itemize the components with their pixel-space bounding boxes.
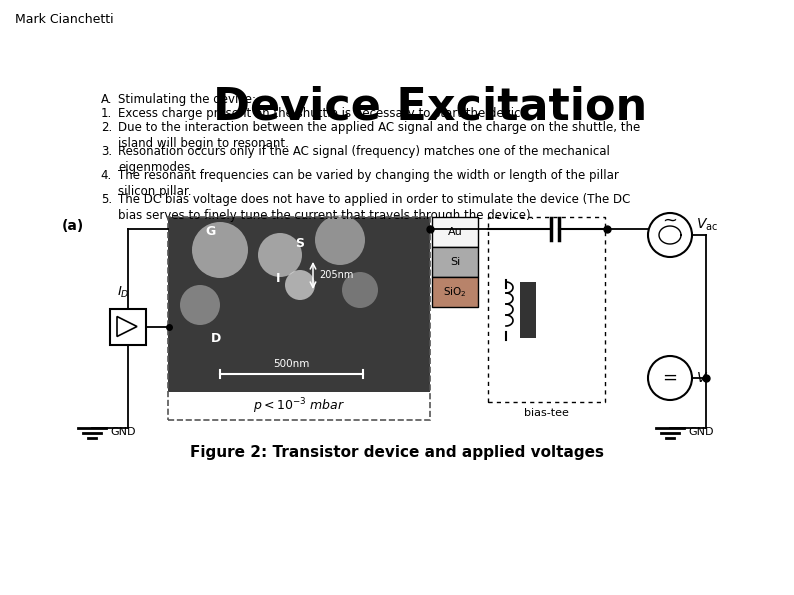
Bar [110, 308, 146, 345]
Text: S: S [295, 237, 305, 250]
Bar [520, 281, 536, 337]
Text: 205nm: 205nm [319, 271, 353, 280]
Text: $I_D$: $I_D$ [117, 286, 129, 300]
Text: ~: ~ [662, 212, 677, 230]
Circle shape [315, 215, 365, 265]
Text: $V$: $V$ [696, 371, 708, 385]
Text: $V_{\mathrm{ac}}$: $V_{\mathrm{ac}}$ [696, 217, 718, 233]
Text: G: G [205, 225, 215, 238]
Text: D: D [211, 332, 221, 345]
Circle shape [648, 356, 692, 400]
Text: Si: Si [450, 257, 461, 267]
Text: 500nm: 500nm [273, 359, 310, 369]
Circle shape [648, 213, 692, 257]
Bar [432, 217, 478, 247]
Text: SiO$_2$: SiO$_2$ [443, 285, 467, 299]
Text: Figure 2: Transistor device and applied voltages: Figure 2: Transistor device and applied … [190, 445, 604, 460]
Text: Mark Cianchetti: Mark Cianchetti [15, 13, 114, 26]
Text: The DC bias voltage does not have to applied in order to stimulate the device (T: The DC bias voltage does not have to app… [118, 193, 630, 222]
Text: 4.: 4. [101, 169, 112, 182]
Text: GND: GND [110, 427, 136, 437]
Text: GND: GND [688, 427, 714, 437]
Text: (a): (a) [62, 219, 84, 233]
Circle shape [285, 270, 315, 300]
Text: I: I [276, 272, 280, 285]
Text: Resonation occurs only if the AC signal (frequency) matches one of the mechanica: Resonation occurs only if the AC signal … [118, 145, 610, 174]
Text: $p < 10^{-3}$ mbar: $p < 10^{-3}$ mbar [253, 396, 345, 416]
Text: Device Excitation: Device Excitation [213, 85, 647, 128]
Text: Au: Au [448, 227, 462, 237]
Text: 3.: 3. [101, 145, 112, 158]
Text: A.: A. [101, 93, 112, 106]
Bar [432, 247, 478, 277]
Text: 2.: 2. [101, 121, 112, 134]
Text: Due to the interaction between the applied AC signal and the charge on the shutt: Due to the interaction between the appli… [118, 121, 640, 150]
Text: Stimulating the device:: Stimulating the device: [118, 93, 256, 106]
Circle shape [180, 285, 220, 325]
Text: Excess charge present on the shuttle is necessary to start the device.: Excess charge present on the shuttle is … [118, 107, 531, 120]
Text: 5.: 5. [101, 193, 112, 206]
Bar [168, 217, 430, 420]
Circle shape [258, 233, 302, 277]
Circle shape [192, 222, 248, 278]
Bar [168, 217, 430, 392]
Bar [432, 277, 478, 307]
Bar [488, 217, 605, 402]
Text: The resonant frequencies can be varied by changing the width or length of the pi: The resonant frequencies can be varied b… [118, 169, 619, 198]
Text: 1.: 1. [101, 107, 112, 120]
Circle shape [342, 272, 378, 308]
Text: bias-tee: bias-tee [524, 408, 569, 418]
Text: =: = [662, 369, 677, 387]
